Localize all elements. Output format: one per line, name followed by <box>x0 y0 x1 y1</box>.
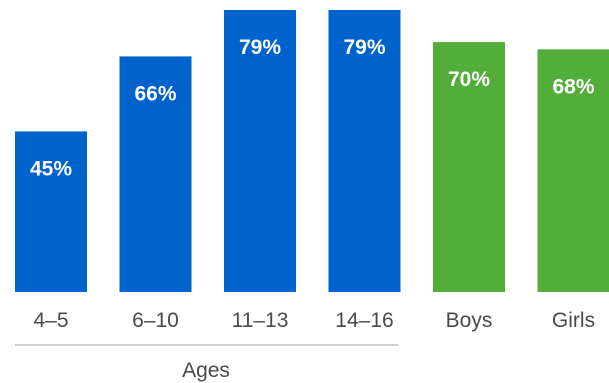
category-label-5: Girls <box>552 309 595 332</box>
ages-group-label: Ages <box>182 359 230 382</box>
category-label-3: 14–16 <box>335 309 393 332</box>
value-labels-layer: 45% 66% 79% 79% 70% 68% <box>30 36 595 180</box>
bars-layer <box>15 10 609 292</box>
bar-value-label-3: 79% <box>343 36 385 59</box>
bar-value-label-2: 79% <box>239 36 281 59</box>
category-label-2: 11–13 <box>232 309 289 332</box>
bar-value-label-5: 68% <box>552 75 594 98</box>
category-labels-layer: 4–5 6–10 11–13 14–16 Boys Girls <box>33 309 595 332</box>
bar-0 <box>15 131 87 292</box>
category-label-1: 6–10 <box>132 309 179 332</box>
bar-value-label-4: 70% <box>448 68 490 91</box>
category-label-4: Boys <box>446 309 493 332</box>
bar-value-label-1: 66% <box>134 82 176 105</box>
bar-value-label-0: 45% <box>30 157 72 180</box>
category-label-0: 4–5 <box>33 309 68 332</box>
